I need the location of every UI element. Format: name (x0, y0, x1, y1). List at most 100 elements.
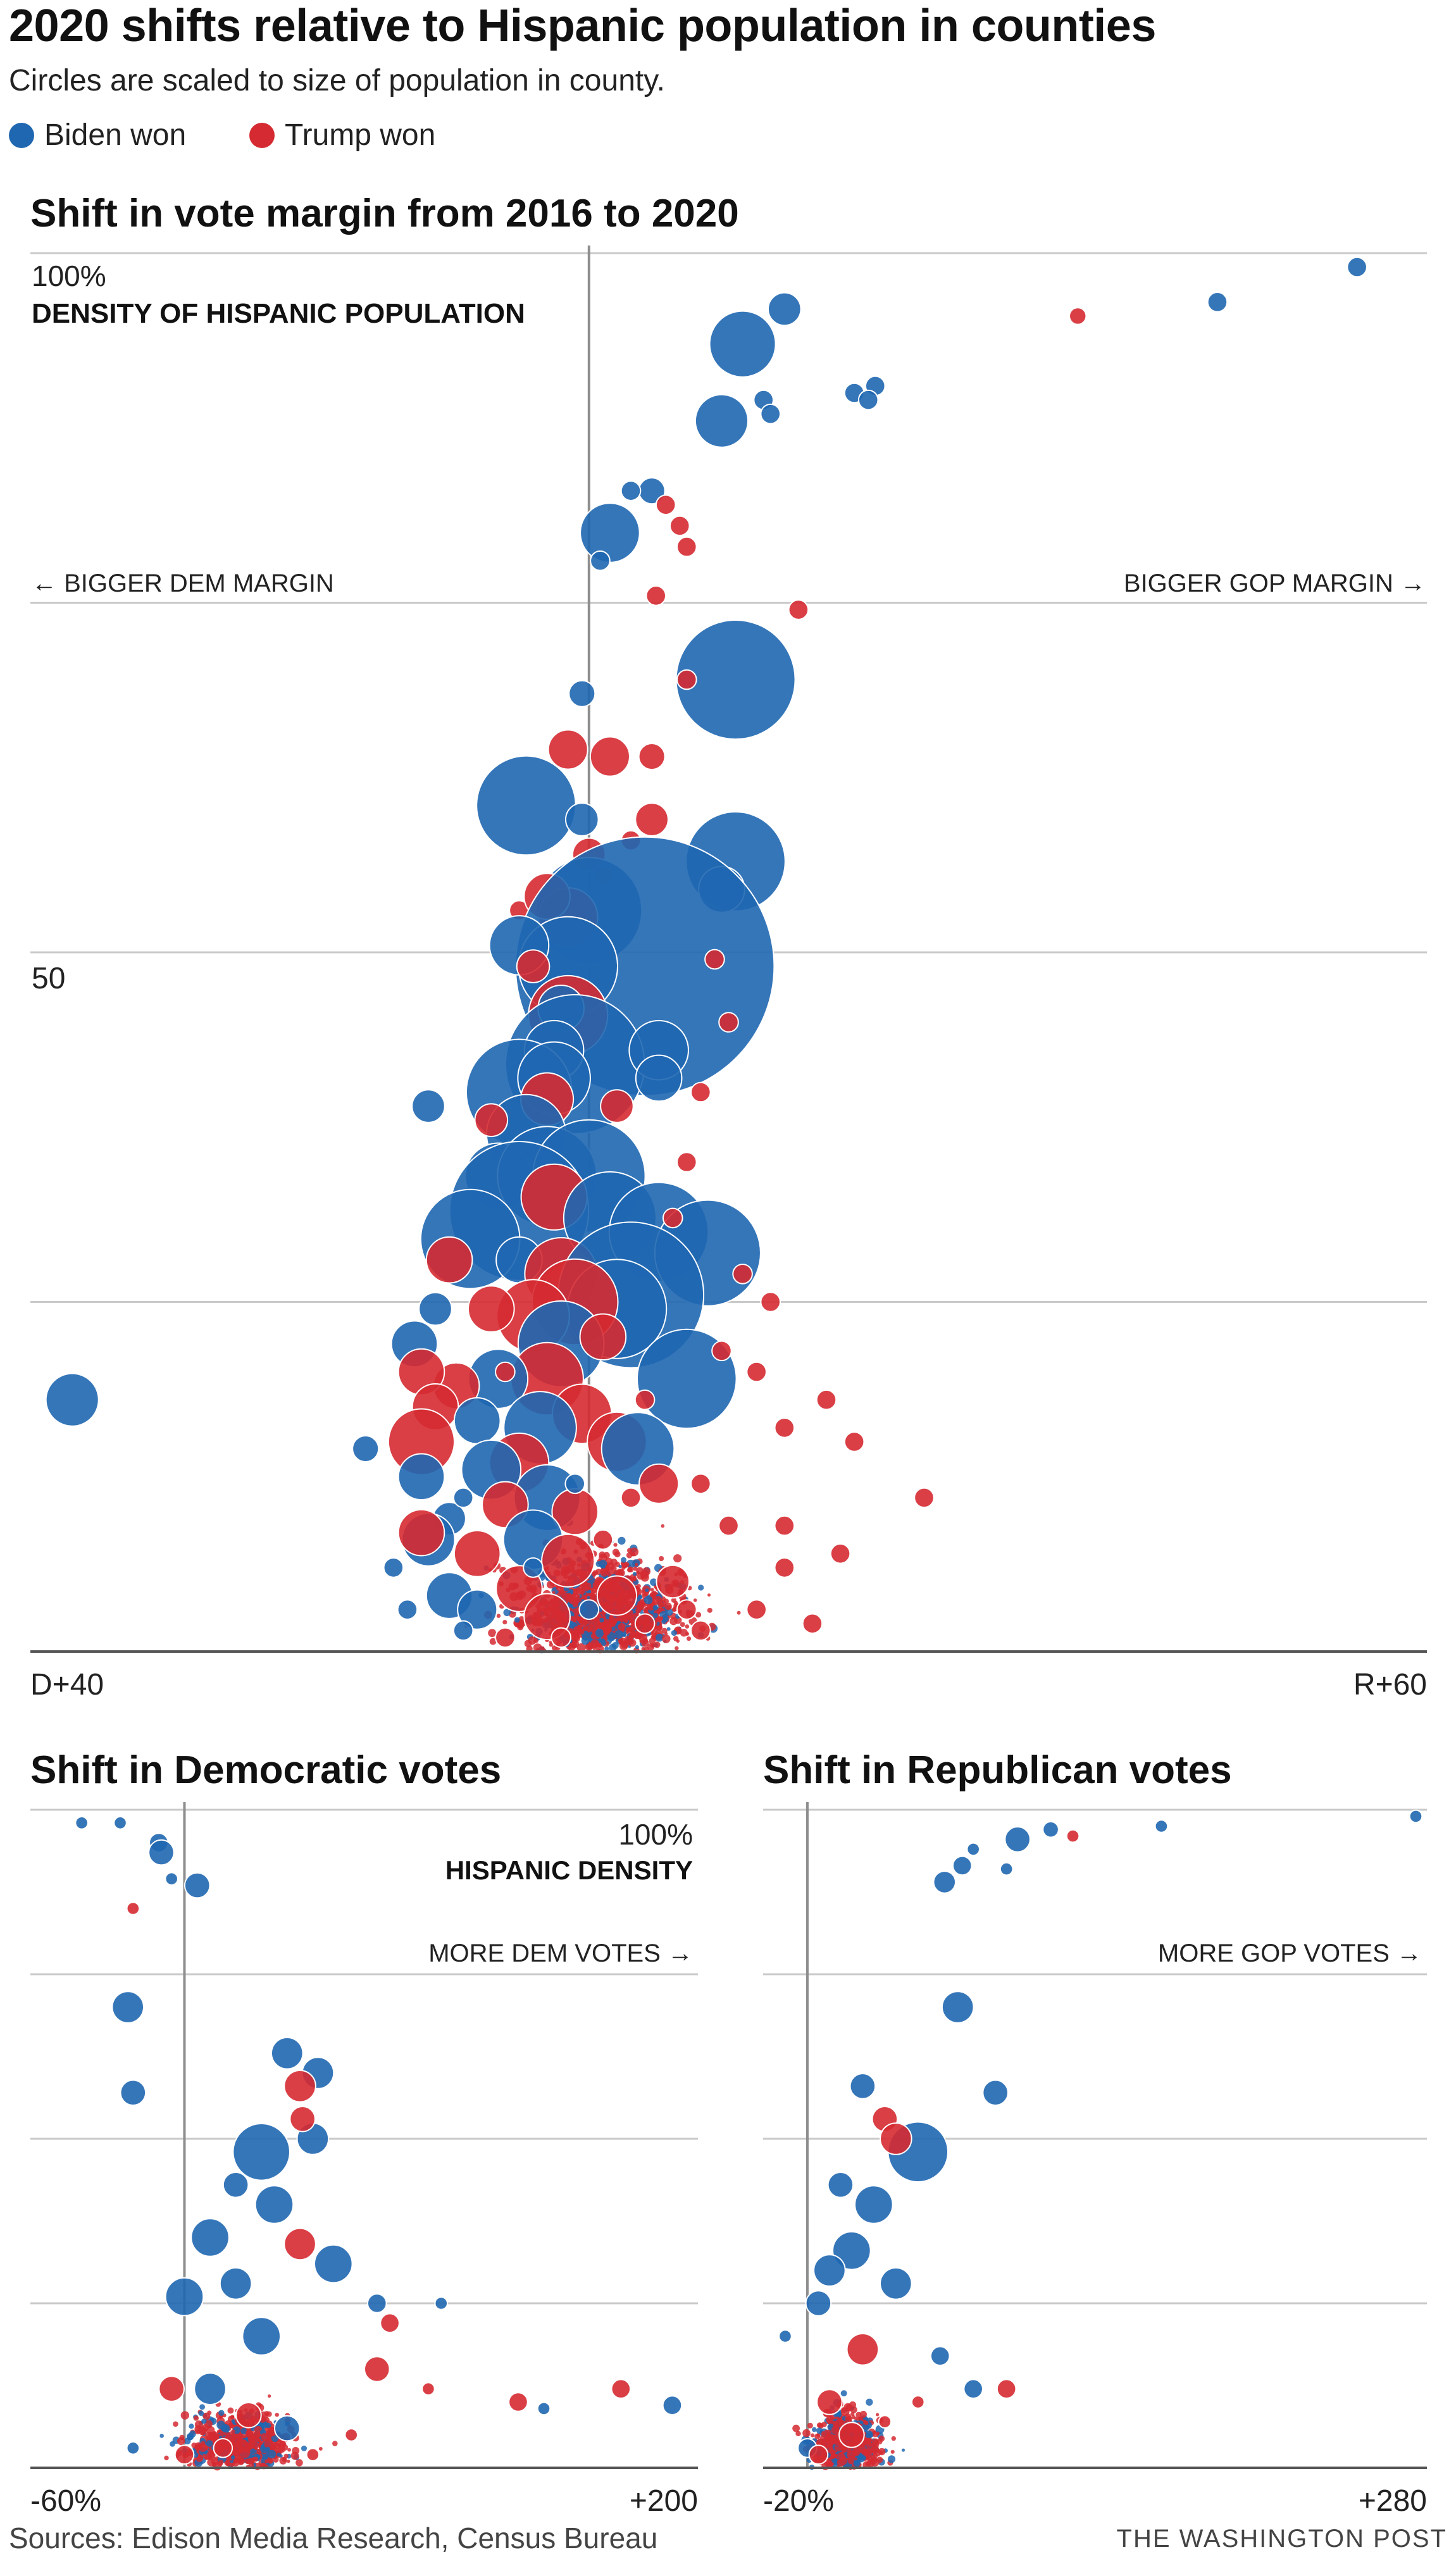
biden-county-circle (849, 2073, 876, 2100)
biden-county-dot (618, 1564, 622, 1569)
biden-county-dot (265, 2446, 271, 2452)
trump-county-dot (561, 1595, 564, 1598)
trump-county-dot (890, 2449, 895, 2454)
trump-county-circle (541, 1533, 595, 1588)
trump-county-dot (675, 1646, 679, 1650)
trump-county-dot (207, 2410, 212, 2415)
biden-county-circle (1004, 1826, 1031, 1853)
trump-county-dot (840, 2407, 850, 2417)
trump-county-circle (620, 1487, 642, 1509)
trump-county-circle (397, 1509, 445, 1557)
trump-county-dot (264, 2439, 273, 2449)
biden-county-circle (827, 2172, 854, 2198)
trump-county-dot (290, 2451, 299, 2460)
trump-county-circle (718, 1012, 739, 1033)
trump-county-circle (846, 2333, 880, 2366)
biden-county-dot (866, 2398, 873, 2406)
gop-margin-annotation: BIGGER GOP MARGIN → (1124, 569, 1426, 597)
trump-county-dot (600, 1568, 609, 1577)
biden-county-dot (854, 2460, 859, 2465)
biden-county-circle (880, 2267, 912, 2300)
biden-county-circle (1207, 292, 1228, 313)
biden-county-dot (595, 1561, 602, 1567)
biden-county-dot (635, 1645, 639, 1650)
trump-county-dot (569, 1628, 573, 1632)
trump-county-dot (792, 2424, 800, 2432)
trump-county-dot (609, 1565, 617, 1572)
biden-county-dot (301, 2445, 308, 2451)
trump-county-dot (231, 2429, 235, 2434)
biden-county-dot (618, 1536, 626, 1545)
biden-county-circle (222, 2172, 249, 2198)
biden-county-circle (397, 1453, 445, 1501)
trump-county-dot (502, 1619, 507, 1625)
trump-county-dot (625, 1627, 630, 1631)
biden-county-circle (383, 1557, 404, 1578)
trump-county-circle (235, 2402, 262, 2429)
legend-item-biden: Biden won (9, 118, 186, 152)
biden-county-dot (595, 1629, 604, 1638)
trump-county-dot (659, 1556, 664, 1562)
biden-county-circle (523, 1557, 544, 1578)
trump-county-dot (621, 1640, 629, 1649)
biden-county-dot (637, 1594, 642, 1600)
trump-county-dot (654, 1641, 661, 1648)
trump-county-circle (802, 1613, 823, 1634)
trump-county-dot (673, 1636, 679, 1641)
biden-county-dot (599, 1617, 604, 1623)
trump-county-dot (569, 1615, 575, 1622)
trump-county-dot (260, 2433, 269, 2441)
biden-county-dot (652, 1605, 659, 1611)
page-title: 2020 shifts relative to Hispanic populat… (9, 1, 1156, 51)
trump-county-circle (704, 949, 725, 970)
trump-county-dot (642, 1601, 645, 1605)
biden-county-circle (635, 1054, 683, 1102)
biden-county-circle (165, 1872, 178, 1886)
biden-county-circle (999, 1862, 1014, 1876)
biden-county-dot (607, 1632, 616, 1641)
biden-county-circle (190, 2218, 230, 2257)
trump-county-dot (680, 1629, 688, 1637)
trump-county-dot (737, 1610, 741, 1615)
biden-county-dot (857, 2455, 865, 2463)
biden-county-dot (698, 1584, 704, 1591)
trump-county-dot (572, 1593, 580, 1600)
more-gop-votes-annotation: MORE GOP VOTES → (1158, 1939, 1422, 1967)
trump-county-circle (816, 2389, 843, 2415)
biden-county-circle (1042, 1820, 1059, 1838)
biden-county-circle (832, 2231, 871, 2270)
trump-county-circle (746, 1599, 767, 1620)
biden-county-dot (901, 2448, 905, 2452)
biden-county-circle (411, 1089, 445, 1123)
trump-county-circle (592, 1529, 614, 1550)
more-dem-votes-annotation: MORE DEM VOTES → (428, 1939, 693, 1967)
trump-county-dot (576, 1643, 586, 1652)
trump-county-circle (495, 1361, 516, 1383)
trump-county-dot (840, 2456, 848, 2465)
trump-county-dot (283, 2453, 289, 2459)
biden-county-circle (452, 1487, 474, 1509)
trump-county-circle (283, 2227, 316, 2261)
trump-county-dot (180, 2411, 190, 2420)
trump-county-dot (859, 2410, 868, 2418)
trump-county-dot (578, 1619, 585, 1626)
biden-county-circle (270, 2037, 304, 2070)
trump-county-dot (618, 1622, 626, 1631)
trump-county-dot (638, 1633, 648, 1643)
biden-county-dot (666, 1627, 671, 1631)
trump-county-circle (425, 1236, 473, 1284)
trump-county-dot (707, 1593, 711, 1597)
trump-county-dot (635, 1562, 638, 1567)
trump-county-circle (774, 1417, 795, 1438)
x-tick-label-min: -20% (763, 2484, 834, 2518)
biden-county-circle (1347, 256, 1367, 278)
trump-county-circle (843, 1431, 865, 1452)
trump-county-circle (690, 1081, 711, 1103)
trump-county-dot (489, 1638, 497, 1645)
trump-county-circle (880, 2122, 912, 2155)
biden-county-circle (805, 2290, 832, 2317)
trump-county-circle (676, 536, 697, 557)
trump-county-dot (249, 2435, 259, 2444)
biden-county-circle (194, 2372, 227, 2405)
trump-county-dot (673, 1554, 682, 1563)
